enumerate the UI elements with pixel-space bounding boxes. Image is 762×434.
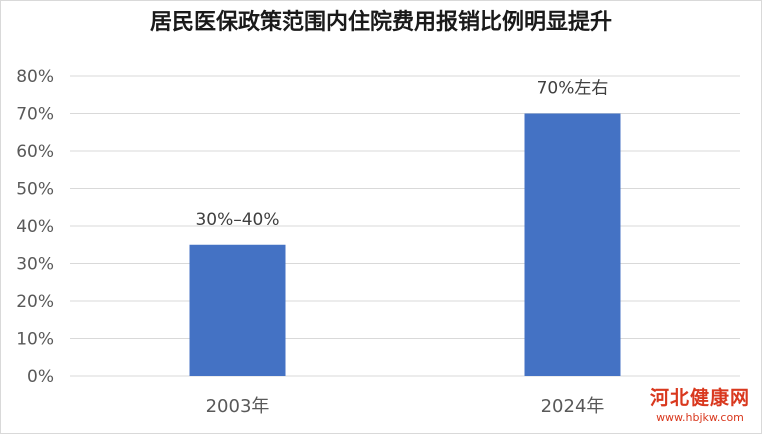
watermark-logo: 河北健康网 www.hbjkw.com <box>650 383 750 424</box>
grid-lines <box>70 75 740 377</box>
y-tick-label: 70% <box>16 105 54 125</box>
chart-title: 居民医保政策范围内住院费用报销比例明显提升 <box>149 10 612 35</box>
bar-1 <box>189 244 286 376</box>
watermark-title: 河北健康网 <box>649 387 750 409</box>
y-tick-label: 40% <box>16 217 54 237</box>
y-tick-label: 80% <box>16 67 54 87</box>
y-tick-label: 50% <box>16 180 54 200</box>
y-tick-label: 30% <box>16 255 54 275</box>
y-tick-label: 10% <box>16 330 54 350</box>
category-label-1: 2003年 <box>206 396 270 417</box>
watermark-url: www.hbjkw.com <box>656 411 744 424</box>
bars <box>189 113 621 376</box>
y-tick-label: 60% <box>16 142 54 162</box>
y-tick-label: 0% <box>27 367 54 387</box>
y-tick-label: 20% <box>16 292 54 312</box>
y-axis-ticks: 0% 10% 20% 30% 40% 50% 60% 70% 80% <box>16 67 54 387</box>
category-labels: 2003年 2024年 <box>206 396 605 417</box>
data-labels: 30%–40% 70%左右 <box>195 79 608 230</box>
data-label-2: 70%左右 <box>537 79 609 99</box>
bar-2 <box>524 113 621 376</box>
category-label-2: 2024年 <box>541 396 605 417</box>
data-label-1: 30%–40% <box>195 210 279 230</box>
